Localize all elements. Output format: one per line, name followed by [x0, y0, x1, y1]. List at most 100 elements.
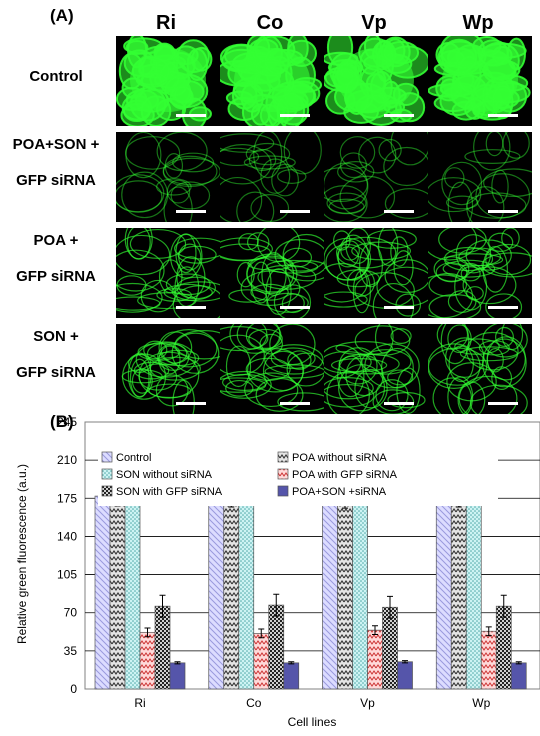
column-header-wp: Wp	[462, 12, 494, 34]
legend-swatch	[101, 485, 113, 497]
error-bar	[515, 661, 522, 665]
bar-ri-0	[94, 495, 111, 690]
row-label-line2: GFP siRNA	[16, 172, 96, 189]
bar-co-3	[253, 633, 270, 690]
bar-vp-3	[367, 629, 383, 690]
error-bar	[159, 594, 166, 618]
error-bar	[288, 661, 295, 665]
row-label-poa: POA + GFP siRNA	[0, 226, 112, 292]
scale-bar	[384, 210, 414, 213]
legend-swatch	[277, 451, 289, 463]
x-tick-label: Ri	[134, 696, 145, 710]
bar-co-0	[208, 495, 225, 690]
x-tick-label: Co	[246, 696, 262, 710]
bar-co-2	[238, 495, 255, 690]
scale-bar	[384, 402, 414, 405]
error-bar	[174, 661, 181, 665]
error-bar	[144, 627, 151, 638]
error-bar	[258, 628, 265, 639]
column-header-vp: Vp	[361, 12, 387, 34]
micrograph-son-wp	[428, 324, 532, 414]
error-bar	[500, 594, 507, 618]
bar-vp-2	[352, 496, 368, 690]
y-tick-label: 0	[70, 682, 77, 696]
x-axis-ticks: Ri Co Vp Wp	[134, 696, 490, 710]
column-header-ri: Ri	[156, 12, 176, 34]
x-tick-label: Vp	[360, 696, 375, 710]
legend-box	[98, 448, 498, 506]
micrograph-poa-vp	[324, 228, 428, 318]
panel-a-label: (A)	[50, 6, 74, 25]
error-bar	[273, 593, 280, 617]
bar-vp-1	[337, 496, 353, 690]
y-tick-label: 175	[57, 491, 77, 505]
fluorescence-bar-chart: 0 35 70 105 140 175 210 245 Ri Co Vp Wp Control POA…	[15, 415, 540, 729]
legend-label: SON with GFP siRNA	[116, 486, 223, 498]
bar-wp-0	[435, 495, 452, 690]
micrograph-poa-wp	[428, 228, 532, 318]
error-bar	[387, 595, 393, 619]
y-axis-label: Relative green fluorescence (a.u.)	[15, 464, 29, 644]
bar-vp-4	[382, 606, 398, 690]
y-tick-label: 245	[57, 415, 77, 429]
bar-ri-4	[154, 605, 171, 690]
bars	[94, 484, 527, 690]
micrograph-poa-son-co	[220, 132, 324, 222]
bar-ri-2	[124, 495, 141, 690]
legend: Control POA without siRNA SON without siRN…	[101, 451, 398, 498]
error-bar	[372, 625, 378, 636]
row-label-control: Control	[0, 62, 112, 92]
scale-bar	[176, 402, 206, 405]
row-label-line1: SON +	[33, 328, 79, 345]
micrograph-poa-ri	[116, 228, 220, 318]
legend-label: SON without siRNA	[116, 469, 213, 481]
micrograph-control-wp	[428, 36, 532, 126]
row-label-line2: GFP siRNA	[16, 364, 96, 381]
legend-label: POA without siRNA	[292, 452, 387, 464]
bar-wp-1	[450, 495, 467, 690]
legend-label: Control	[116, 452, 151, 464]
panel-b-label: (B)	[50, 412, 74, 431]
row-label-line1: POA +	[33, 232, 79, 249]
micrograph-poa-son-wp	[428, 132, 532, 222]
bar-ri-1	[109, 495, 126, 690]
bar-co-4	[268, 604, 285, 690]
error-bar	[485, 626, 492, 637]
bar-ri-3	[139, 631, 156, 690]
micrograph-poa-co	[220, 228, 324, 318]
legend-swatch	[277, 485, 289, 497]
scale-bar	[384, 306, 414, 309]
bar-vp-5	[397, 661, 413, 690]
y-tick-label: 35	[64, 644, 78, 658]
scale-bar	[176, 114, 206, 117]
bar-wp-3	[480, 630, 497, 690]
scale-bar	[488, 306, 518, 309]
bar-wp-2	[465, 495, 482, 690]
micrograph-poa-son-ri	[116, 132, 220, 222]
bar-vp-0	[322, 496, 338, 690]
y-tick-label: 70	[64, 606, 78, 620]
scale-bar	[280, 210, 310, 213]
column-header-co: Co	[256, 12, 284, 34]
row-label-line1: POA+SON +	[12, 136, 100, 153]
y-tick-label: 105	[57, 568, 77, 582]
scale-bar	[488, 114, 518, 117]
row-label-poa-son: POA+SON + GFP siRNA	[0, 130, 112, 196]
legend-label: POA+SON +siRNA	[292, 486, 387, 498]
micrograph-control-vp	[324, 36, 428, 126]
row-label-line1: Control	[29, 68, 83, 85]
scale-bar	[488, 210, 518, 213]
x-tick-label: Wp	[472, 696, 490, 710]
legend-swatch	[101, 451, 113, 463]
micrograph-poa-son-vp	[324, 132, 428, 222]
micrograph-control-co	[220, 36, 324, 126]
micrograph-control-ri	[116, 36, 220, 126]
micrograph-son-ri	[116, 324, 220, 414]
legend-swatch	[101, 468, 113, 480]
scale-bar	[488, 402, 518, 405]
scale-bar	[280, 402, 310, 405]
row-label-line2: GFP siRNA	[16, 268, 96, 285]
row-label-son: SON + GFP siRNA	[0, 322, 112, 388]
y-tick-label: 140	[57, 529, 77, 543]
error-bar	[402, 660, 408, 664]
